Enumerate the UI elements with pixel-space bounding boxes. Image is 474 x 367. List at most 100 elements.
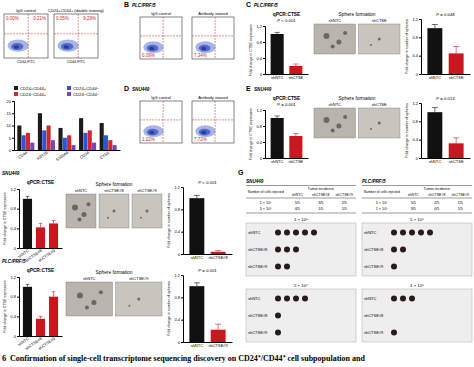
y-tick: 0 <box>14 246 19 251</box>
gate-line <box>28 14 29 58</box>
cell-cloud <box>61 43 73 50</box>
x-tick: shCTSE <box>449 74 464 80</box>
y-tick: 0.8 <box>10 206 19 211</box>
tumor <box>391 330 397 336</box>
error-line <box>196 195 197 198</box>
x-tick: S100A6 <box>55 149 70 162</box>
error-cap <box>52 220 56 221</box>
y-tick: 0 <box>14 334 19 339</box>
x-tick-label: shCTSE <box>449 75 464 80</box>
table-rule <box>362 213 472 214</box>
error-bar <box>275 116 280 118</box>
flow-plot: Antibody stained7.34% <box>192 11 234 59</box>
bar <box>108 140 112 150</box>
y-tick-mark <box>17 248 19 249</box>
bar <box>30 143 34 150</box>
annotation: P < 0.001 <box>277 18 296 23</box>
chart: 05101520CD44KRT20S100A6CD24CTSECD24+CD44… <box>7 86 121 162</box>
sphere <box>378 122 381 125</box>
chart: 00.40.81.2shNTCshCTSE#8shCTSE#9qPCR:CTSE… <box>3 180 63 263</box>
tumor <box>284 264 290 270</box>
y-axis-line <box>419 104 422 159</box>
x-tick-label: shNTC <box>271 75 284 80</box>
cell-cloud <box>143 125 163 137</box>
y-axis-title: Fold change in CTSE expression <box>249 108 253 161</box>
error-line <box>196 283 197 286</box>
error-cap <box>39 223 43 224</box>
error-line <box>53 220 54 223</box>
caption-number: 6 <box>2 353 6 363</box>
legend-label: CD24−CD44− <box>73 92 100 97</box>
y-tick-mark <box>419 140 421 141</box>
gate-line <box>54 33 98 34</box>
flow-axis-label: CD44-FITC <box>67 60 86 64</box>
x-tick-label: KRT20 <box>36 149 50 161</box>
x-tick: shCTSE <box>288 158 303 164</box>
plot-frame <box>192 101 234 143</box>
y-tick-mark <box>419 56 421 57</box>
y-tick-label: 0 <box>9 148 12 153</box>
cell-cloud <box>64 45 69 49</box>
sphere <box>82 212 87 217</box>
y-tick-label: 5 <box>9 136 12 141</box>
x-tick: shCTSE#9 <box>37 247 56 263</box>
bar <box>17 126 21 151</box>
y-tick-label: 0.8 <box>174 207 180 212</box>
chart: 00.40.81.2shNTCshCTSE#8P < 0.001Fold cha… <box>167 180 233 260</box>
y-tick-mark <box>12 150 14 151</box>
x-tick: CD44 <box>17 149 29 159</box>
image-label: shCTSE#8 <box>104 188 124 193</box>
gate-line <box>215 17 216 59</box>
y-axis: 00.40.81.2 <box>256 108 265 161</box>
y-tick-mark <box>263 158 265 159</box>
y-tick-label: 0.8 <box>412 119 418 124</box>
y-tick-mark <box>17 209 19 210</box>
y-axis: 00.40.81.2 <box>10 275 19 339</box>
table-header: Tumor incidence <box>308 187 334 191</box>
x-tick: shNTC <box>429 74 442 80</box>
tumor-row-label: shCTSE#8 <box>248 313 268 318</box>
tumor-row-label: shCTSE#8 <box>364 247 384 252</box>
bars <box>23 196 58 248</box>
bar <box>79 118 83 150</box>
bar <box>289 66 302 74</box>
micrograph <box>359 24 401 54</box>
sphere <box>87 202 91 206</box>
cell-cloud <box>149 47 154 50</box>
tumor <box>275 247 281 253</box>
y-axis: 00.40.81.2 <box>174 185 183 257</box>
y-tick-label: 0.4 <box>412 53 418 58</box>
flow-plot: CD24+CD44+ (double staining)0.05%9.29%CD… <box>48 8 104 64</box>
bar <box>51 140 55 150</box>
table-cell-line: PLC/PRF/5 <box>362 179 386 184</box>
y-axis-line <box>12 102 15 151</box>
chart-title: qPCR:CTSE <box>27 180 55 185</box>
flow-title: IgG control <box>151 11 171 16</box>
cell-cloud <box>58 40 79 52</box>
x-tick-label: shNTC <box>191 343 204 348</box>
y-tick-label: 1.2 <box>256 108 262 113</box>
bars <box>271 32 303 74</box>
flow-title: IgG control <box>16 8 36 13</box>
error-cap <box>194 282 200 283</box>
y-tick: 0.8 <box>174 295 183 300</box>
x-tick-label: shNTC <box>429 75 442 80</box>
y-axis-line <box>17 190 20 249</box>
x-tick: shCTSE <box>288 74 303 80</box>
y-tick: 0.8 <box>256 124 265 129</box>
bar <box>71 145 75 150</box>
y-axis-title: Fold change in number of spheres <box>405 103 409 158</box>
gate-percent: 7.72% <box>194 137 207 142</box>
sphere <box>336 40 341 45</box>
error-cap <box>215 250 221 251</box>
y-tick-mark <box>17 297 19 298</box>
y-axis: 00.40.81.2 <box>10 187 19 251</box>
error-bar <box>215 251 221 252</box>
bars <box>189 195 225 254</box>
panel-label: G <box>238 169 244 176</box>
bar <box>289 136 302 158</box>
gate-line <box>163 101 164 143</box>
x-tick: shCTSE <box>449 158 464 164</box>
x-tick: shCTSE#9 <box>208 342 228 348</box>
sphere <box>331 129 335 133</box>
